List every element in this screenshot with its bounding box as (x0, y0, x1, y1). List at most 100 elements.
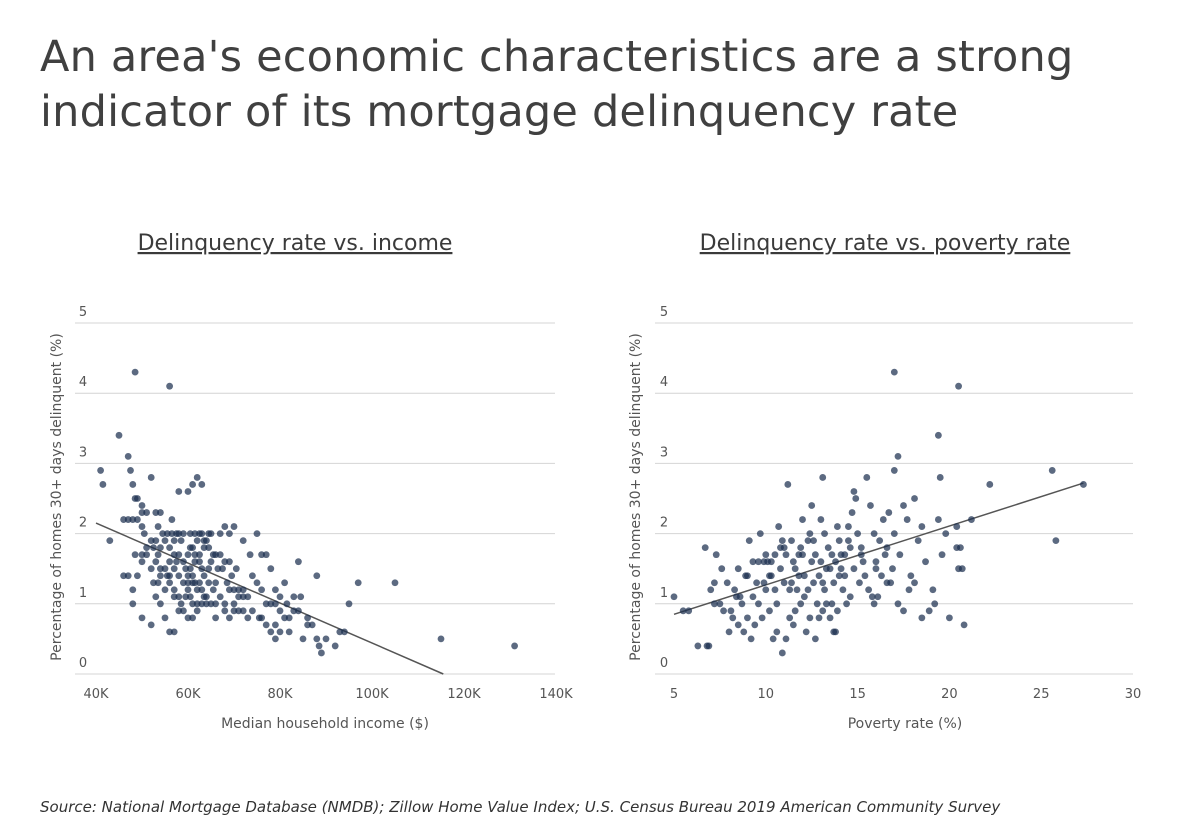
income-chart-point (221, 600, 229, 608)
income-chart-point (175, 551, 183, 559)
poverty-chart-point (832, 558, 839, 566)
poverty-chart-point (766, 607, 773, 615)
income-chart-point (189, 481, 197, 488)
income-chart-point (249, 572, 256, 580)
income-chart-point (152, 509, 160, 516)
income-chart-point (198, 565, 206, 573)
poverty-chart-point (775, 523, 783, 530)
income-chart-point (191, 530, 199, 537)
income-chart-point (180, 558, 187, 566)
income-chart-point (230, 600, 238, 608)
income-chart-point (138, 502, 146, 509)
poverty-chart-point (670, 593, 678, 601)
income-chart-point (304, 621, 311, 629)
poverty-chart-point (808, 558, 816, 566)
income-chart-point (193, 537, 201, 545)
income-chart-point (168, 516, 176, 523)
poverty-chart-point (685, 607, 693, 615)
poverty-chart-point (929, 586, 937, 594)
income-chart-point (189, 614, 197, 622)
income-chart-y-tick-label: 4 (79, 375, 87, 390)
poverty-chart-point (821, 530, 828, 537)
income-chart-point (129, 600, 137, 608)
income-chart-point (170, 628, 178, 636)
poverty-chart-point (870, 530, 878, 537)
income-chart-point (138, 523, 146, 530)
income-chart-point (143, 551, 151, 559)
poverty-chart-point (744, 572, 751, 580)
income-chart-point (297, 593, 305, 601)
poverty-chart-point (788, 579, 795, 587)
poverty-chart-x-tick-label: 5 (670, 687, 678, 702)
income-chart-point (97, 467, 104, 474)
poverty-chart-point (846, 544, 854, 552)
income-chart-point (244, 614, 252, 622)
income-chart-point (226, 558, 233, 566)
poverty-chart-point (819, 579, 827, 587)
income-chart-point (147, 565, 155, 573)
poverty-chart-point (911, 495, 918, 502)
poverty-chart-point (789, 558, 797, 566)
poverty-chart-point (958, 565, 966, 573)
poverty-chart-point (777, 565, 784, 573)
poverty-chart-point (793, 586, 801, 594)
poverty-chart-point (861, 572, 869, 580)
income-chart-point (276, 607, 284, 615)
poverty-chart-point (1080, 481, 1087, 488)
income-chart-point (262, 621, 270, 629)
income-chart-y-axis-label: Percentage of homes 30+ days delinquent … (49, 333, 65, 661)
poverty-chart-point (835, 572, 843, 580)
poverty-chart-point (830, 628, 838, 636)
poverty-chart-point (868, 593, 876, 601)
income-chart-point (170, 565, 178, 573)
income-chart-point (193, 474, 201, 481)
income-chart-point (253, 579, 261, 587)
income-chart-point (230, 586, 238, 594)
poverty-chart-point (911, 579, 918, 587)
income-chart-point (290, 593, 298, 601)
income-chart-x-tick-label: 100K (355, 687, 389, 702)
poverty-chart-point (710, 600, 718, 608)
income-chart-point (124, 452, 132, 460)
poverty-chart-point (729, 614, 737, 622)
poverty-chart-point (874, 593, 882, 601)
income-chart-point (313, 572, 321, 580)
poverty-chart-point (771, 551, 779, 559)
poverty-chart-point (878, 572, 885, 580)
page-title: An area's economic characteristics are a… (40, 32, 1074, 137)
poverty-chart-point (720, 607, 727, 615)
poverty-chart-point (845, 523, 852, 530)
income-chart-point (285, 614, 293, 622)
income-chart-point (189, 544, 197, 552)
poverty-chart: Delinquency rate vs. poverty rate Percen… (628, 231, 1141, 732)
poverty-chart-point (896, 551, 904, 559)
income-chart-point (354, 579, 362, 587)
income-chart-point (322, 635, 330, 643)
income-chart-point (166, 579, 174, 587)
poverty-chart-point (694, 642, 702, 650)
income-chart-point (184, 551, 192, 559)
poverty-chart-point (731, 586, 738, 594)
poverty-chart-point (736, 593, 744, 601)
poverty-chart-point (872, 558, 880, 566)
poverty-chart-point (786, 586, 794, 594)
poverty-chart-point (955, 382, 962, 390)
poverty-chart-point (766, 572, 773, 580)
poverty-chart-point (822, 600, 830, 608)
poverty-chart-point (914, 537, 922, 545)
poverty-chart-point (890, 467, 898, 474)
poverty-chart-point (744, 614, 751, 622)
poverty-chart-y-tick-label: 2 (660, 516, 668, 531)
poverty-chart-point (900, 607, 907, 615)
poverty-chart-point (738, 600, 746, 608)
income-chart-point (267, 628, 275, 636)
poverty-chart-point (762, 586, 770, 594)
poverty-chart-point (817, 516, 825, 523)
income-chart-point (246, 551, 254, 559)
poverty-chart-point (828, 600, 836, 608)
poverty-chart-point (755, 558, 762, 566)
income-chart-y-tick-label: 3 (79, 445, 87, 460)
income-chart-point (223, 579, 231, 587)
poverty-chart-point (922, 558, 929, 566)
poverty-chart-point (938, 551, 946, 559)
